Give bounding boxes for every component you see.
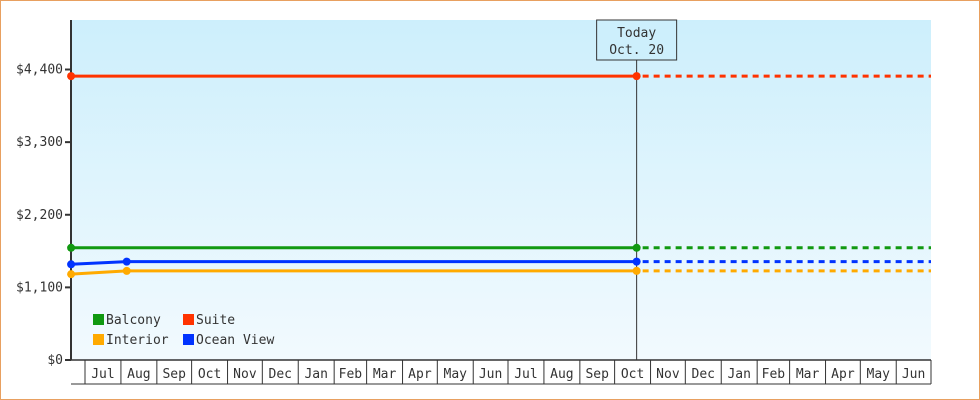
x-tick-label: Jun	[902, 367, 925, 382]
legend-swatch	[183, 334, 194, 345]
x-tick-label: Jul	[91, 367, 114, 382]
x-tick-label: Apr	[831, 367, 855, 382]
data-point-suite	[632, 72, 641, 81]
today-label-box	[596, 19, 678, 61]
x-tick-label: Jan	[727, 367, 750, 382]
x-tick-label: Jun	[479, 367, 502, 382]
data-point-balcony	[632, 243, 641, 252]
x-tick-label: Feb	[339, 367, 363, 382]
data-point-interior	[122, 266, 131, 275]
x-tick-label: Jul	[514, 367, 537, 382]
legend-label: Interior	[106, 333, 169, 348]
legend-swatch	[183, 314, 194, 325]
y-tick-label: $4,400	[16, 63, 63, 78]
legend-label: Suite	[196, 313, 235, 328]
data-point-interior	[67, 270, 76, 279]
x-tick-label: Aug	[127, 367, 150, 382]
x-tick-label: Mar	[373, 367, 397, 382]
y-tick-label: $1,100	[16, 280, 63, 295]
plot-area	[71, 20, 931, 360]
data-point-ocean-view	[67, 260, 76, 269]
legend-swatch	[93, 314, 104, 325]
data-point-ocean-view	[122, 257, 131, 266]
x-tick-label: Nov	[233, 367, 257, 382]
x-tick-label: Apr	[408, 367, 432, 382]
x-tick-label: Mar	[796, 367, 820, 382]
x-tick-label: Jan	[304, 367, 327, 382]
data-point-suite	[67, 72, 76, 81]
x-tick-label: Dec	[269, 367, 292, 382]
data-point-interior	[632, 266, 641, 275]
y-tick-label: $0	[47, 353, 63, 368]
x-tick-label: Dec	[692, 367, 715, 382]
x-tick-label: Oct	[198, 367, 221, 382]
y-tick-label: $2,200	[16, 208, 63, 223]
x-tick-label: May	[444, 367, 468, 382]
x-tick-label: Nov	[656, 367, 680, 382]
x-tick-label: Feb	[762, 367, 786, 382]
today-label-line1: Today	[617, 26, 656, 41]
y-tick-label: $3,300	[16, 135, 63, 150]
today-label-line2: Oct. 20	[609, 43, 664, 58]
legend-swatch	[93, 334, 104, 345]
x-tick-label: May	[867, 367, 891, 382]
legend-label: Ocean View	[196, 333, 274, 348]
x-tick-label: Aug	[550, 367, 573, 382]
x-tick-label: Oct	[621, 367, 644, 382]
x-tick-label: Sep	[585, 367, 609, 382]
x-tick-label: Sep	[162, 367, 186, 382]
data-point-ocean-view	[632, 257, 641, 266]
data-point-balcony	[67, 243, 76, 252]
legend-label: Balcony	[106, 313, 161, 328]
